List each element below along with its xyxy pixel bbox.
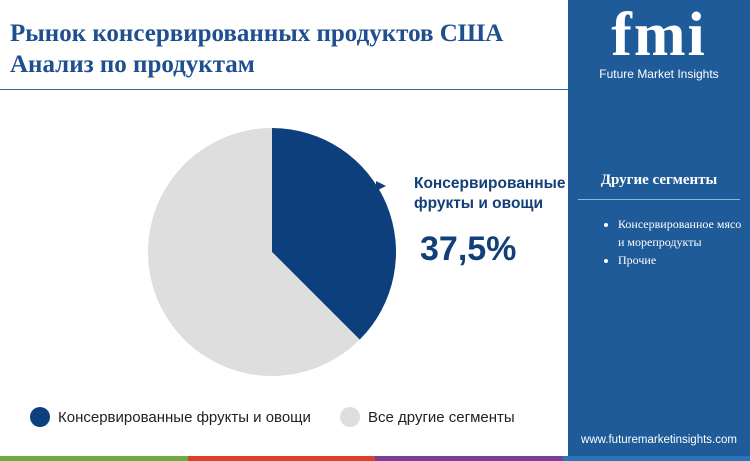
legend-swatch (340, 407, 360, 427)
footer-bar (0, 456, 750, 461)
sidebar-item: Прочие (618, 251, 748, 269)
title-block: Рынок консервированных продуктов США Ана… (10, 18, 503, 80)
brand-name: Future Market Insights (599, 67, 719, 81)
pie-slice (147, 128, 360, 376)
sidebar-divider (578, 199, 740, 200)
callout-label: Консервированные фрукты и овощи (414, 175, 566, 212)
legend-swatch (30, 407, 50, 427)
chart-title: Рынок консервированных продуктов США (10, 20, 504, 47)
sidebar-item: Консервированное мясо и морепродукты (618, 215, 748, 251)
chart: Консервированные фрукты и овощи Все други… (30, 128, 515, 427)
sidebar: fmi Future Market Insights Другие сегмен… (568, 0, 750, 461)
logo: fmi (611, 1, 707, 69)
pie-slice (272, 128, 396, 340)
divider (0, 89, 568, 90)
legend-label: Все другие сегменты (368, 409, 515, 426)
chart-subtitle: Анализ по продуктам (10, 51, 255, 78)
sidebar-title: Другие сегменты (600, 172, 718, 188)
website: www.futuremarketinsights.com (581, 434, 737, 446)
value-label: 37,5% (420, 230, 517, 268)
legend-label: Консервированные фрукты и овощи (58, 409, 311, 426)
sidebar-list: Консервированное мясо и морепродукты Про… (598, 215, 748, 269)
